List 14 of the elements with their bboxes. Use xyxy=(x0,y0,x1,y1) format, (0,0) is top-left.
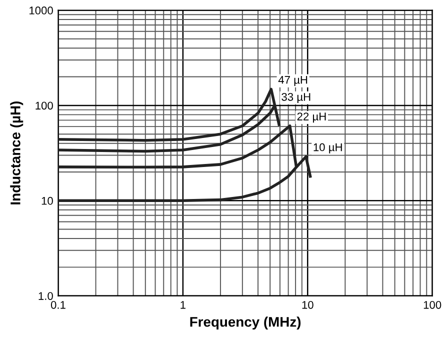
y-tick-label: 1000 xyxy=(30,6,53,14)
y-tick-label: 1.0 xyxy=(38,292,53,300)
x-tick-label: 10 xyxy=(302,300,314,309)
annotation: 10 µH xyxy=(314,143,342,154)
y-tick-label: 10 xyxy=(42,196,53,205)
annotation: 22 µH xyxy=(297,112,326,123)
x-tick-label: 100 xyxy=(424,300,442,309)
x-tick-label: 0.1 xyxy=(50,300,66,309)
y-axis-title: Inductance (µH) xyxy=(10,102,24,204)
annotation: 47 µH xyxy=(278,76,308,86)
x-axis-title: Frequency (MHz) xyxy=(190,316,301,330)
x-tick-label: 1 xyxy=(180,301,186,309)
annotation: 33 µH xyxy=(282,92,310,104)
y-tick-label: 100 xyxy=(36,102,53,110)
